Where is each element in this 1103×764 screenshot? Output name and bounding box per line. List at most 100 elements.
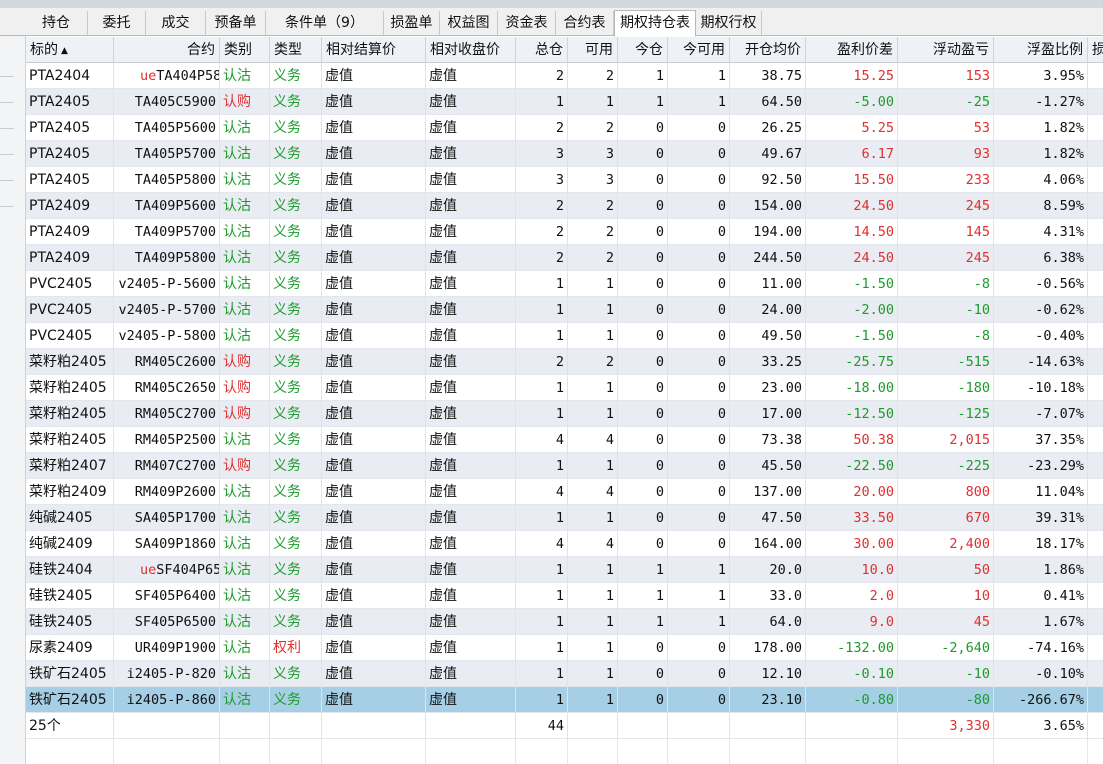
summary-empty-cell bbox=[220, 713, 270, 739]
column-header-rel_settle[interactable]: 相对结算价 bbox=[322, 37, 426, 63]
table-row[interactable]: 纯碱2409 SA409P1860 认沽 义务 虚值 虚值 4 4 0 0 164.00 30.00 2… bbox=[26, 531, 1103, 557]
column-header-underlying[interactable]: 标的 ▲ bbox=[26, 37, 114, 63]
table-row[interactable]: 菜籽粕2405 RM405P2500 认沽 义务 虚值 虚值 4 4 0 0 73.38 50.38 2… bbox=[26, 427, 1103, 453]
cell-today: 0 bbox=[618, 453, 668, 479]
table-row[interactable]: 菜籽粕2409 RM409P2600 认沽 义务 虚值 虚值 4 4 0 0 137.00 20.00… bbox=[26, 479, 1103, 505]
table-row[interactable]: 菜籽粕2405 RM405C2700 认购 义务 虚值 虚值 1 1 0 0 17.00 -12.50… bbox=[26, 401, 1103, 427]
column-header-float_ratio[interactable]: 浮盈比例 bbox=[994, 37, 1088, 63]
cell-contract: RM405P2500 bbox=[114, 427, 220, 453]
cell-type: 义务 bbox=[270, 297, 322, 323]
cell-extra bbox=[1088, 219, 1103, 245]
cell-total: 2 bbox=[516, 193, 568, 219]
table-row[interactable]: PVC2405 v2405-P-5600 认沽 义务 虚值 虚值 1 1 0 0 11.00 -1.5… bbox=[26, 271, 1103, 297]
cell-avail: 3 bbox=[568, 141, 618, 167]
cell-contract: TA409P5800 bbox=[114, 245, 220, 271]
column-header-total[interactable]: 总仓 bbox=[516, 37, 568, 63]
column-header-today[interactable]: 今仓 bbox=[618, 37, 668, 63]
summary-count: 25个 bbox=[26, 713, 114, 739]
column-header-type[interactable]: 类型 bbox=[270, 37, 322, 63]
column-header-category[interactable]: 类别 bbox=[220, 37, 270, 63]
cell-contract: SF405P6500 bbox=[114, 609, 220, 635]
table-row[interactable]: PTA2405 TA405P5700 认沽 义务 虚值 虚值 3 3 0 0 49.67 6.17 93… bbox=[26, 141, 1103, 167]
tab-0[interactable]: 持仓 bbox=[25, 11, 88, 35]
column-header-rel_close[interactable]: 相对收盘价 bbox=[426, 37, 516, 63]
column-header-label: 总仓 bbox=[535, 42, 563, 58]
cell-category: 认沽 bbox=[220, 557, 270, 583]
gutter-divider bbox=[0, 102, 14, 103]
cell-rel-settle: 虚值 bbox=[322, 245, 426, 271]
cell-underlying: PTA2405 bbox=[26, 167, 114, 193]
cell-underlying: 菜籽粕2405 bbox=[26, 375, 114, 401]
cell-total: 1 bbox=[516, 661, 568, 687]
tab-6[interactable]: 权益图 bbox=[440, 11, 498, 35]
column-header-avail[interactable]: 可用 bbox=[568, 37, 618, 63]
cell-total: 1 bbox=[516, 687, 568, 713]
table-row[interactable]: 菜籽粕2405 RM405C2600 认购 义务 虚值 虚值 2 2 0 0 33.25 -25.75… bbox=[26, 349, 1103, 375]
table-row[interactable]: 尿素2409 UR409P1900 认沽 权利 虚值 虚值 1 1 0 0 178.00 -132.0… bbox=[26, 635, 1103, 661]
cell-today-avail: 0 bbox=[668, 401, 730, 427]
table-row[interactable]: PTA2409 TA409P5700 认沽 义务 虚值 虚值 2 2 0 0 194.00 14.50… bbox=[26, 219, 1103, 245]
column-header-today_avail[interactable]: 今可用 bbox=[668, 37, 730, 63]
cell-today-avail: 0 bbox=[668, 271, 730, 297]
tab-1[interactable]: 委托 bbox=[88, 11, 146, 35]
cell-type: 义务 bbox=[270, 401, 322, 427]
tab-2[interactable]: 成交 bbox=[146, 11, 206, 35]
cell-float-ratio: -0.56% bbox=[994, 271, 1088, 297]
cell-category: 认沽 bbox=[220, 323, 270, 349]
table-row[interactable]: PTA2405 TA405P5800 认沽 义务 虚值 虚值 3 3 0 0 92.50 15.50 2… bbox=[26, 167, 1103, 193]
cell-extra bbox=[1088, 349, 1103, 375]
table-row[interactable]: 硅铁2404ueSF404P6500认沽义务虚值虚值111120.010.050… bbox=[26, 557, 1103, 583]
cell-today-avail: 0 bbox=[668, 479, 730, 505]
tab-10[interactable]: 期权行权 bbox=[696, 11, 762, 35]
table-row[interactable]: 硅铁2405 SF405P6500 认沽 义务 虚值 虚值 1 1 1 1 64.0 9.0 45 1.6… bbox=[26, 609, 1103, 635]
cell-float-pl: 45 bbox=[898, 609, 994, 635]
cell-category: 认沽 bbox=[220, 245, 270, 271]
table-row[interactable]: PTA2405 TA405P5600 认沽 义务 虚值 虚值 2 2 0 0 26.25 5.25 53… bbox=[26, 115, 1103, 141]
summary-empty-cell bbox=[668, 713, 730, 739]
table-row[interactable]: PTA2409 TA409P5600 认沽 义务 虚值 虚值 2 2 0 0 154.00 24.50… bbox=[26, 193, 1103, 219]
tab-5[interactable]: 损盈单 bbox=[384, 11, 440, 35]
table-row[interactable]: PTA2409 TA409P5800 认沽 义务 虚值 虚值 2 2 0 0 244.50 24.50… bbox=[26, 245, 1103, 271]
column-header-contract[interactable]: 合约 bbox=[114, 37, 220, 63]
table-row[interactable]: PVC2405 v2405-P-5700 认沽 义务 虚值 虚值 1 1 0 0 24.00 -2.0… bbox=[26, 297, 1103, 323]
cell-avail: 1 bbox=[568, 297, 618, 323]
table-row[interactable]: 菜籽粕2405 RM405C2650 认购 义务 虚值 虚值 1 1 0 0 23.00 -18.00… bbox=[26, 375, 1103, 401]
table-row[interactable]: 硅铁2405 SF405P6400 认沽 义务 虚值 虚值 1 1 1 1 33.0 2.0 10 0.4… bbox=[26, 583, 1103, 609]
cell-total: 3 bbox=[516, 141, 568, 167]
cell-total: 2 bbox=[516, 349, 568, 375]
cell-contract: ueTA404P5800 bbox=[114, 63, 220, 89]
cell-rel-settle: 虚值 bbox=[322, 349, 426, 375]
tab-4[interactable]: 条件单（9） bbox=[266, 11, 384, 35]
column-header-open_avg[interactable]: 开仓均价 bbox=[730, 37, 806, 63]
cell-type: 权利 bbox=[270, 635, 322, 661]
tab-9[interactable]: 期权持仓表 bbox=[614, 10, 696, 37]
cell-underlying: PTA2409 bbox=[26, 245, 114, 271]
cell-avail: 2 bbox=[568, 63, 618, 89]
cell-float-pl: 245 bbox=[898, 193, 994, 219]
column-header-label: 开仓均价 bbox=[745, 42, 801, 58]
column-header-extra[interactable]: 损 bbox=[1088, 37, 1103, 63]
table-row[interactable]: 菜籽粕2407 RM407C2700 认购 义务 虚值 虚值 1 1 0 0 45.50 -22.50… bbox=[26, 453, 1103, 479]
cell-today: 0 bbox=[618, 167, 668, 193]
column-header-profit_diff[interactable]: 盈利价差 bbox=[806, 37, 898, 63]
table-row[interactable]: 纯碱2405 SA405P1700 认沽 义务 虚值 虚值 1 1 0 0 47.50 33.50 67… bbox=[26, 505, 1103, 531]
cell-contract: TA405C5900 bbox=[114, 89, 220, 115]
cell-float-pl: -10 bbox=[898, 661, 994, 687]
table-row[interactable]: PVC2405 v2405-P-5800 认沽 义务 虚值 虚值 1 1 0 0 49.50 -1.5… bbox=[26, 323, 1103, 349]
tab-8[interactable]: 合约表 bbox=[556, 11, 614, 35]
tab-3[interactable]: 预备单 bbox=[206, 11, 266, 35]
table-row[interactable]: PTA2405 TA405C5900 认购 义务 虚值 虚值 1 1 1 1 64.50 -5.00-… bbox=[26, 89, 1103, 115]
cell-category: 认沽 bbox=[220, 505, 270, 531]
tab-7[interactable]: 资金表 bbox=[498, 11, 556, 35]
table-row[interactable]: PTA2404ueTA404P5800认沽义务虚值虚值221138.7515.2… bbox=[26, 63, 1103, 89]
cell-extra bbox=[1088, 271, 1103, 297]
summary-float-ratio: 3.65% bbox=[994, 713, 1088, 739]
table-row[interactable]: 铁矿石2405 i2405-P-860 认沽 义务 虚值 虚值 1 1 0 0 23.10 -0.80… bbox=[26, 687, 1103, 713]
empty-area-column-line bbox=[667, 739, 668, 764]
cell-rel-settle: 虚值 bbox=[322, 427, 426, 453]
cell-avail: 1 bbox=[568, 453, 618, 479]
column-header-float_pl[interactable]: 浮动盈亏 bbox=[898, 37, 994, 63]
cell-profit-diff: -22.50 bbox=[806, 453, 898, 479]
cell-today: 1 bbox=[618, 583, 668, 609]
table-row[interactable]: 铁矿石2405 i2405-P-820 认沽 义务 虚值 虚值 1 1 0 0 12.10 -0.10… bbox=[26, 661, 1103, 687]
